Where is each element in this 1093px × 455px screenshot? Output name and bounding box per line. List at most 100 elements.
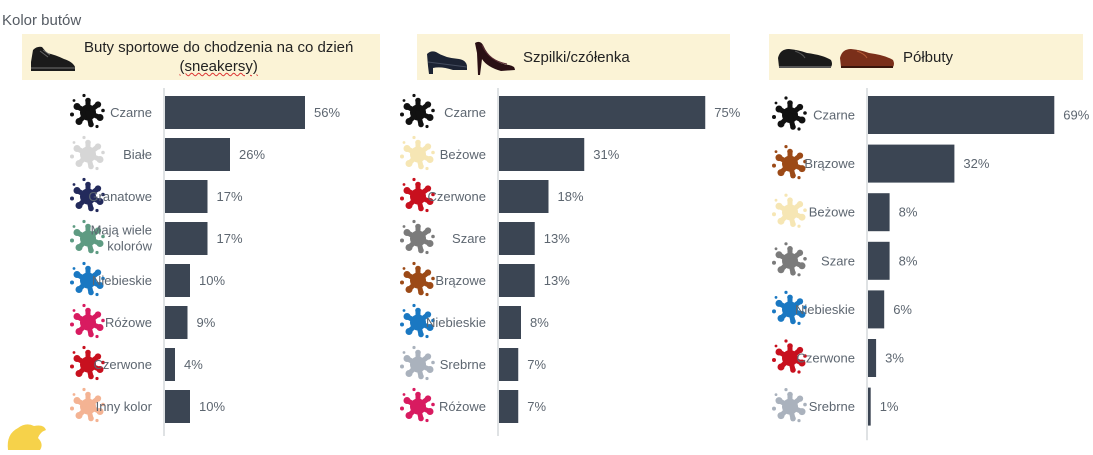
chart-title-line2: (sneakersy) bbox=[179, 58, 258, 75]
paint-splash-icon bbox=[400, 177, 435, 213]
bar bbox=[499, 264, 535, 297]
chart-title: Półbuty bbox=[903, 48, 954, 66]
paint-splash-icon bbox=[400, 135, 435, 171]
category-label: Czerwone bbox=[427, 189, 486, 204]
value-label: 10% bbox=[199, 273, 225, 288]
value-label: 31% bbox=[593, 147, 619, 162]
paint-splash-icon bbox=[400, 261, 435, 297]
category-label: Różowe bbox=[439, 399, 486, 414]
value-label: 18% bbox=[558, 189, 584, 204]
value-label: 4% bbox=[184, 357, 203, 372]
paint-splash-icon bbox=[400, 219, 435, 255]
bar-chart-svg: 56% Czarne 26% Białe 17% Granatowe 17% Mają wie… bbox=[70, 88, 340, 436]
category-label: Szare bbox=[452, 231, 486, 246]
category-label: Czarne bbox=[444, 105, 486, 120]
paint-splash-icon bbox=[400, 387, 435, 423]
bar-chart-sneakers: 56% Czarne 26% Białe 17% Granatowe 17% Mają wie… bbox=[0, 88, 380, 436]
oxford-black-icon bbox=[778, 49, 832, 68]
value-label: 13% bbox=[544, 273, 570, 288]
category-label: Niebieskie bbox=[92, 273, 152, 288]
value-label: 17% bbox=[217, 189, 243, 204]
category-label: Szare bbox=[821, 253, 855, 268]
page-title: Kolor butów bbox=[2, 12, 82, 29]
value-label: 3% bbox=[885, 351, 904, 366]
value-label: 9% bbox=[197, 315, 216, 330]
chart-title: Szpilki/czółenka bbox=[523, 48, 630, 66]
value-label: 13% bbox=[544, 231, 570, 246]
value-label: 32% bbox=[963, 156, 989, 171]
bar bbox=[165, 264, 190, 297]
paint-splash-icon bbox=[772, 193, 807, 228]
category-label: Mają wiele kolorów bbox=[91, 223, 153, 254]
panel-heels: Szpilki/czółenka 75% Czarne 31% Beżowe 18% Cz… bbox=[380, 34, 741, 436]
paint-splash-icon bbox=[70, 303, 105, 339]
panel-header-oxfords: Półbuty bbox=[769, 34, 1083, 80]
paint-splash-icon bbox=[70, 261, 105, 297]
bar bbox=[868, 193, 890, 232]
bar bbox=[165, 306, 188, 339]
category-label: Niebieskie bbox=[426, 315, 486, 330]
pump-shoe-icon bbox=[427, 51, 468, 74]
bar bbox=[499, 222, 535, 255]
bar-chart-svg: 69% Czarne 32% Brązowe 8% Beżowe 8% Szare 6% Nieb… bbox=[772, 88, 1090, 441]
stiletto-icon bbox=[475, 41, 515, 75]
value-label: 17% bbox=[217, 231, 243, 246]
category-label: Czerwone bbox=[796, 351, 855, 366]
bar bbox=[499, 180, 549, 213]
category-label: Brązowe bbox=[804, 156, 855, 171]
value-label: 8% bbox=[530, 315, 549, 330]
paint-splash-icon bbox=[772, 290, 807, 325]
chart-title: Buty sportowe do chodzenia na co dzień (… bbox=[84, 38, 353, 76]
bar bbox=[868, 241, 890, 280]
bar bbox=[868, 387, 871, 426]
bar-chart-heels: 75% Czarne 31% Beżowe 18% Czerwone 13% Szare 13%… bbox=[380, 88, 741, 436]
value-label: 69% bbox=[1063, 108, 1089, 123]
paint-splash-icon bbox=[70, 177, 105, 213]
value-label: 26% bbox=[239, 147, 265, 162]
paint-splash-icon bbox=[70, 93, 105, 129]
bar bbox=[165, 180, 208, 213]
value-label: 6% bbox=[893, 302, 912, 317]
bar bbox=[499, 306, 521, 339]
bar bbox=[165, 222, 208, 255]
bar bbox=[868, 96, 1055, 134]
value-label: 10% bbox=[199, 399, 225, 414]
value-label: 8% bbox=[899, 253, 918, 268]
category-label: Inny kolor bbox=[96, 399, 153, 414]
paint-splash-icon bbox=[70, 345, 105, 381]
sneaker-icon bbox=[28, 38, 78, 76]
paint-splash-icon bbox=[772, 145, 807, 180]
category-label: Czarne bbox=[110, 105, 152, 120]
category-label: Brązowe bbox=[435, 273, 486, 288]
value-label: 56% bbox=[314, 105, 340, 120]
panel-oxfords: Półbuty 69% Czarne 32% Brązowe 8% Beżowe 8% Sza… bbox=[750, 34, 1093, 441]
value-label: 8% bbox=[899, 205, 918, 220]
bar bbox=[165, 348, 175, 381]
category-label: Różowe bbox=[105, 315, 152, 330]
panel-header-sneakers: Buty sportowe do chodzenia na co dzień (… bbox=[22, 34, 380, 80]
category-label: Niebieskie bbox=[795, 302, 855, 317]
category-label: Granatowe bbox=[88, 189, 152, 204]
category-label: Białe bbox=[123, 147, 152, 162]
paint-splash-icon bbox=[70, 135, 105, 171]
bar bbox=[499, 96, 706, 129]
oxford-brown-icon bbox=[840, 49, 894, 68]
bar bbox=[165, 96, 305, 129]
category-label: Beżowe bbox=[440, 147, 486, 162]
value-label: 7% bbox=[527, 399, 546, 414]
paint-splash-icon bbox=[772, 242, 807, 277]
paint-splash-icon bbox=[400, 303, 435, 339]
chart-title-line1: Buty sportowe do chodzenia na co dzień bbox=[84, 39, 354, 56]
panel-header-heels: Szpilki/czółenka bbox=[417, 34, 730, 80]
category-label: Srebrne bbox=[809, 399, 855, 414]
paint-splash-icon bbox=[772, 339, 807, 374]
panel-sneakers: Buty sportowe do chodzenia na co dzień (… bbox=[0, 34, 380, 436]
bar bbox=[868, 339, 877, 377]
paint-splash-icon bbox=[400, 93, 435, 129]
category-label: Czarne bbox=[813, 108, 855, 123]
bar bbox=[499, 348, 519, 381]
value-label: 7% bbox=[527, 357, 546, 372]
bar bbox=[868, 290, 885, 329]
paint-splash-icon bbox=[400, 345, 435, 381]
paint-splash-icon bbox=[772, 388, 807, 423]
